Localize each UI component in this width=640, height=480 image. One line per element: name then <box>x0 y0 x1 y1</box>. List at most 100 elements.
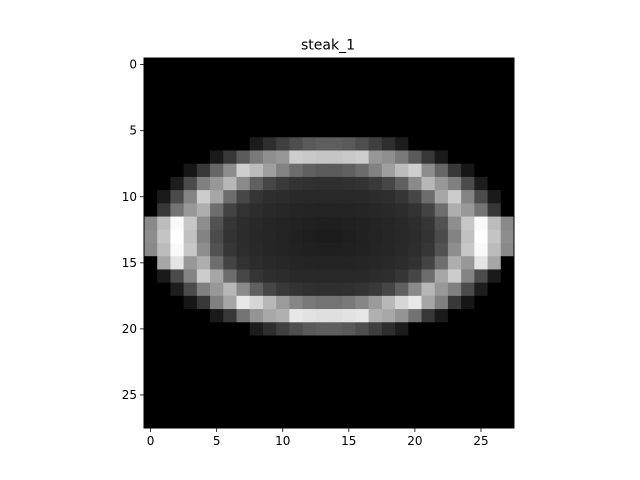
heatmap-cell <box>461 282 475 297</box>
heatmap-cell <box>157 269 171 284</box>
heatmap-cell <box>183 203 198 217</box>
heatmap-cell <box>157 243 171 257</box>
heatmap-cell <box>183 229 198 244</box>
heatmap-cell <box>421 84 436 99</box>
heatmap-cell <box>355 322 370 336</box>
heatmap-cell <box>315 176 330 191</box>
heatmap-cell <box>289 84 303 99</box>
heatmap-cell <box>421 229 436 244</box>
heatmap-cell <box>500 176 515 191</box>
heatmap-cell <box>500 137 515 151</box>
heatmap-cell <box>183 269 198 284</box>
heatmap-cell <box>302 243 317 257</box>
heatmap-cell <box>368 190 383 204</box>
heatmap-cell <box>447 388 462 402</box>
heatmap-cell <box>236 190 251 204</box>
heatmap-cell <box>329 335 343 350</box>
heatmap-cell <box>474 375 488 389</box>
heatmap-cell <box>144 71 158 85</box>
heatmap-cell <box>461 401 475 416</box>
heatmap-cell <box>421 282 436 297</box>
heatmap-cell <box>381 97 396 112</box>
heatmap-cell <box>487 58 502 72</box>
heatmap-cell <box>368 309 383 323</box>
heatmap-cell <box>395 229 409 244</box>
heatmap-cell <box>170 190 185 204</box>
heatmap-cell <box>447 124 462 138</box>
heatmap-cell <box>236 295 251 310</box>
heatmap-cell <box>500 84 515 99</box>
heatmap-cell <box>183 309 198 323</box>
heatmap-cell <box>461 243 475 257</box>
heatmap-cell <box>249 124 264 138</box>
heatmap-cell <box>487 361 502 376</box>
heatmap-cell <box>276 361 290 376</box>
heatmap-cell <box>196 348 211 363</box>
heatmap-cell <box>249 256 264 270</box>
heatmap-cell <box>368 322 383 336</box>
heatmap-cell <box>381 190 396 204</box>
heatmap-cell <box>329 269 343 284</box>
heatmap-cell <box>461 176 475 191</box>
x-tick-label: 25 <box>473 434 488 448</box>
heatmap-cell <box>276 163 290 178</box>
heatmap-cell <box>395 322 409 336</box>
heatmap-cell <box>500 216 515 231</box>
heatmap-cell <box>434 322 449 336</box>
heatmap-cell <box>276 58 290 72</box>
heatmap-cell <box>315 203 330 217</box>
heatmap-cell <box>500 348 515 363</box>
heatmap-cell <box>157 401 171 416</box>
heatmap-cell <box>262 84 277 99</box>
heatmap-cell <box>500 190 515 204</box>
heatmap-cell <box>262 375 277 389</box>
heatmap-cell <box>381 58 396 72</box>
heatmap-cell <box>329 388 343 402</box>
heatmap-cell <box>447 335 462 350</box>
heatmap-cell <box>381 322 396 336</box>
heatmap-cell <box>461 269 475 284</box>
heatmap-cell <box>500 110 515 125</box>
heatmap-cell <box>447 176 462 191</box>
heatmap-cell <box>223 282 237 297</box>
heatmap-cell <box>144 243 158 257</box>
heatmap-cell <box>408 335 422 350</box>
heatmap-cell <box>289 137 303 151</box>
heatmap-cell <box>157 216 171 231</box>
heatmap-cell <box>210 150 224 165</box>
heatmap-cell <box>461 322 475 336</box>
heatmap-cell <box>223 124 237 138</box>
heatmap-cell <box>249 97 264 112</box>
heatmap-cell <box>196 282 211 297</box>
heatmap-cell <box>434 203 449 217</box>
heatmap-cell <box>461 84 475 99</box>
heatmap-cell <box>329 375 343 389</box>
heatmap-cell <box>236 110 251 125</box>
heatmap-cell <box>144 216 158 231</box>
heatmap-cell <box>474 163 488 178</box>
heatmap-cell <box>421 388 436 402</box>
heatmap-cell <box>408 243 422 257</box>
heatmap-cell <box>395 176 409 191</box>
heatmap-cell <box>157 84 171 99</box>
heatmap-cell <box>170 229 185 244</box>
heatmap-cell <box>289 176 303 191</box>
heatmap-cell <box>315 150 330 165</box>
heatmap-cell <box>487 163 502 178</box>
heatmap-cell <box>315 110 330 125</box>
heatmap-cell <box>395 124 409 138</box>
heatmap-cell <box>210 361 224 376</box>
heatmap-cell <box>408 84 422 99</box>
heatmap-cell <box>500 335 515 350</box>
heatmap-cell <box>302 309 317 323</box>
heatmap-cell <box>408 71 422 85</box>
heatmap-cell <box>302 58 317 72</box>
heatmap-cell <box>434 124 449 138</box>
heatmap-cell <box>276 71 290 85</box>
heatmap-cell <box>236 243 251 257</box>
heatmap-cell <box>421 269 436 284</box>
heatmap-cell <box>249 401 264 416</box>
heatmap-cell <box>196 309 211 323</box>
heatmap-cell <box>249 229 264 244</box>
heatmap-cell <box>144 295 158 310</box>
